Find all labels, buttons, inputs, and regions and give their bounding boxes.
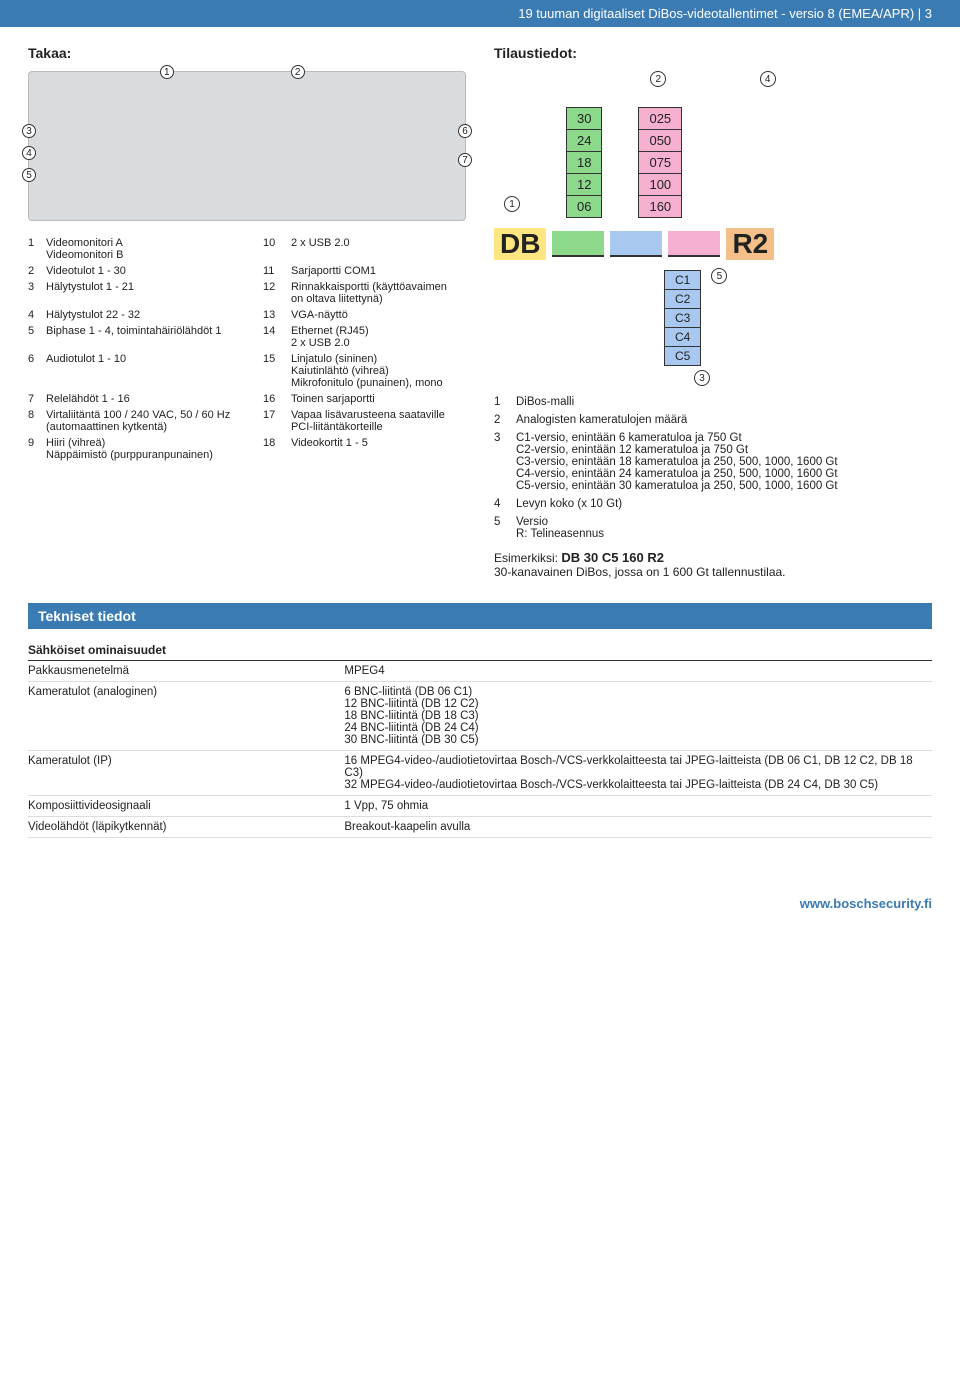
- key-row: 4Hälytystulot 22 - 3213VGA-näyttö: [28, 307, 466, 323]
- order-legend: 1DiBos-malli 2Analogisten kameratulojen m…: [494, 396, 932, 540]
- callout-3: 3: [22, 124, 36, 138]
- spec-row: Videolähdöt (läpikytkennät)Breakout-kaap…: [28, 817, 932, 838]
- example-label: Esimerkiksi:: [494, 551, 558, 565]
- marker-3: 3: [694, 370, 710, 386]
- order-stack-disk: 025050075100160: [638, 107, 682, 218]
- spec-row: Kameratulot (IP)16 MPEG4-video-/audiotie…: [28, 751, 932, 796]
- footer-url: www.boschsecurity.fi: [0, 866, 960, 921]
- example-code: DB 30 C5 160 R2: [561, 550, 664, 565]
- stack-cell: 100: [639, 174, 681, 196]
- callout-2: 2: [291, 65, 305, 79]
- key-row: 9Hiiri (vihreä)Näppäimistö (purppuranpun…: [28, 435, 466, 463]
- c-cell: C1: [665, 271, 700, 290]
- c-cell: C3: [665, 309, 700, 328]
- spec-row: PakkausmenetelmäMPEG4: [28, 661, 932, 682]
- rear-key-table: 1Videomonitori AVideomonitori B102 x USB…: [28, 235, 466, 463]
- code-template: DB R2: [494, 228, 932, 260]
- example-text: 30-kanavainen DiBos, jossa on 1 600 Gt t…: [494, 565, 786, 579]
- stack-cell: 18: [567, 152, 601, 174]
- tech-heading: Tekniset tiedot: [28, 603, 932, 629]
- db-label: DB: [494, 228, 546, 260]
- order-diagram: 1 3024181206 025050075100160: [504, 107, 932, 218]
- legend-row: 1DiBos-malli: [494, 396, 932, 408]
- r2-label: R2: [726, 228, 774, 260]
- legend-row: 4Levyn koko (x 10 Gt): [494, 498, 932, 510]
- key-row: 6Audiotulot 1 - 1015Linjatulo (sininen)K…: [28, 351, 466, 391]
- stack-cell: 025: [639, 108, 681, 130]
- order-heading: Tilaustiedot:: [494, 45, 932, 61]
- rear-column: Takaa: 1 2 3 4 5 6 7 1Videomonitori AVid…: [28, 27, 466, 579]
- key-row: 2Videotulot 1 - 3011Sarjaportti COM1: [28, 263, 466, 279]
- rear-heading: Takaa:: [28, 45, 466, 61]
- stack-cell: 050: [639, 130, 681, 152]
- page-header: 19 tuuman digitaaliset DiBos-videotallen…: [0, 0, 960, 27]
- order-column: Tilaustiedot: 2 4 1 3024181206 025050075…: [494, 27, 932, 579]
- marker-1: 1: [504, 196, 520, 212]
- callout-7: 7: [458, 153, 472, 167]
- stack-cell: 30: [567, 108, 601, 130]
- key-row: 5Biphase 1 - 4, toimintahäiriölähdöt 114…: [28, 323, 466, 351]
- key-row: 3Hälytystulot 1 - 2112Rinnakkaisportti (…: [28, 279, 466, 307]
- key-row: 1Videomonitori AVideomonitori B102 x USB…: [28, 235, 466, 263]
- legend-row: 2Analogisten kameratulojen määrä: [494, 414, 932, 426]
- order-example: Esimerkiksi: DB 30 C5 160 R2 30-kanavain…: [494, 550, 932, 579]
- stack-cell: 12: [567, 174, 601, 196]
- stack-cell: 075: [639, 152, 681, 174]
- callout-5: 5: [22, 168, 36, 182]
- c-cell: C4: [665, 328, 700, 347]
- order-stack-model: 3024181206: [566, 107, 602, 218]
- header-title: 19 tuuman digitaaliset DiBos-videotallen…: [518, 6, 932, 21]
- c-cell: C2: [665, 290, 700, 309]
- rear-panel-illustration: 1 2 3 4 5 6 7: [28, 71, 466, 221]
- marker-2: 2: [650, 71, 666, 87]
- callout-6: 6: [458, 124, 472, 138]
- c-cell: C5: [665, 347, 700, 365]
- callout-1: 1: [160, 65, 174, 79]
- marker-5: 5: [711, 268, 727, 284]
- c-version-stack: C1C2C3C4C5: [664, 270, 701, 366]
- stack-cell: 24: [567, 130, 601, 152]
- callout-4: 4: [22, 146, 36, 160]
- legend-row: 5VersioR: Telineasennus: [494, 516, 932, 540]
- spec-row: Kameratulot (analoginen)6 BNC-liitintä (…: [28, 682, 932, 751]
- key-row: 8Virtaliitäntä 100 / 240 VAC, 50 / 60 Hz…: [28, 407, 466, 435]
- spec-row: Komposiittivideosignaali1 Vpp, 75 ohmia: [28, 796, 932, 817]
- key-row: 7Relelähdöt 1 - 1616Toinen sarjaportti: [28, 391, 466, 407]
- tech-subheading: Sähköiset ominaisuudet: [28, 637, 932, 661]
- spec-table: PakkausmenetelmäMPEG4Kameratulot (analog…: [28, 661, 932, 838]
- stack-cell: 160: [639, 196, 681, 217]
- marker-4: 4: [760, 71, 776, 87]
- stack-cell: 06: [567, 196, 601, 217]
- legend-row: 3C1-versio, enintään 6 kameratuloa ja 75…: [494, 432, 932, 492]
